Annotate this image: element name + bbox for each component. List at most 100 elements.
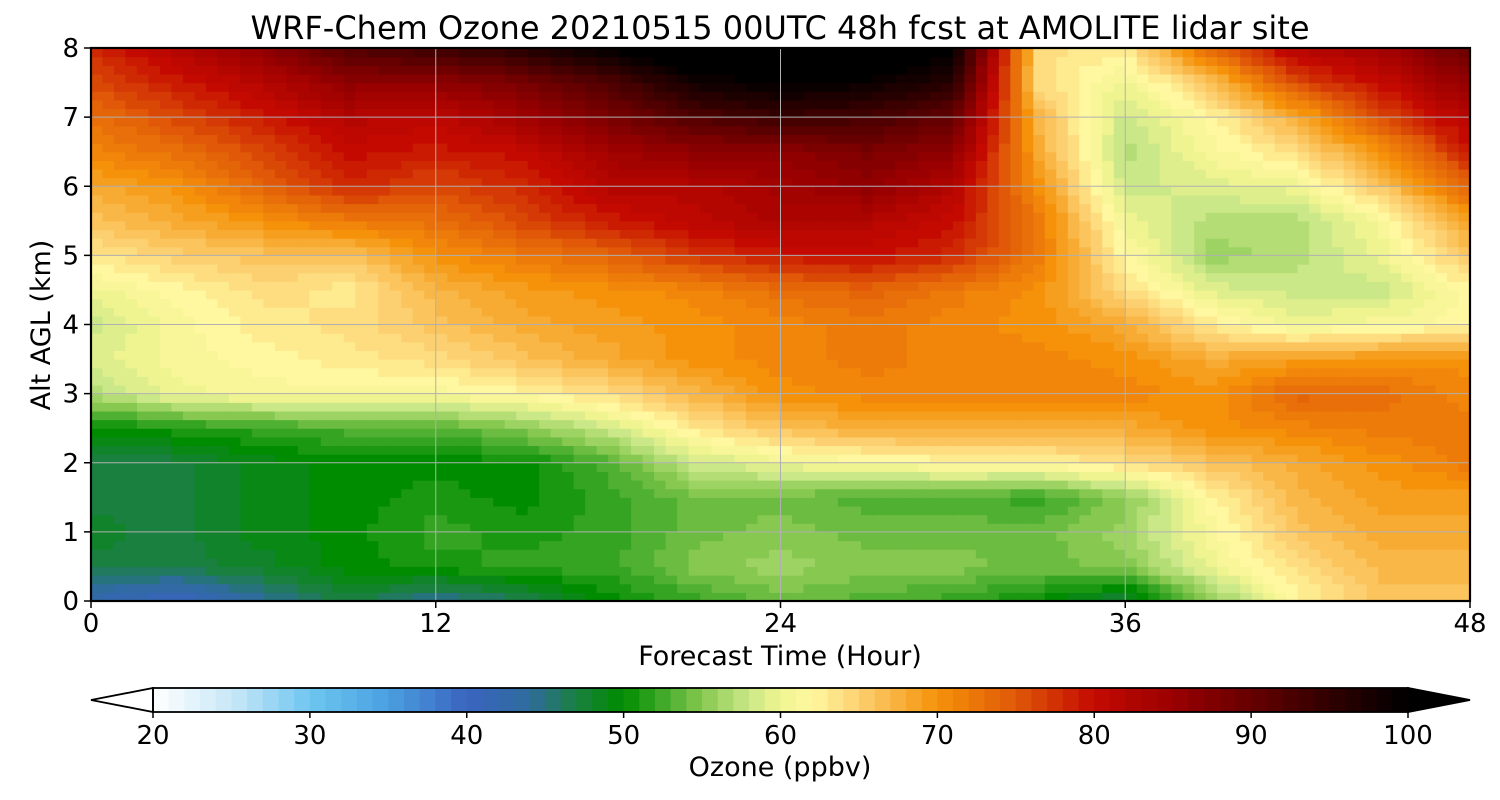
- heatmap-cell: [734, 575, 747, 585]
- heatmap-cell: [1274, 384, 1287, 395]
- heatmap-cell: [837, 376, 851, 386]
- heatmap-cell: [883, 480, 897, 490]
- heatmap-cell: [826, 575, 839, 585]
- heatmap-cell: [1056, 436, 1069, 447]
- heatmap-cell: [297, 428, 310, 438]
- heatmap-cell: [1010, 549, 1023, 559]
- heatmap-cell: [1056, 324, 1069, 334]
- heatmap-cell: [217, 350, 230, 360]
- heatmap-cell: [1125, 393, 1138, 403]
- heatmap-cell: [389, 445, 402, 455]
- heatmap-cell: [527, 419, 540, 429]
- heatmap-cell: [1182, 246, 1195, 256]
- heatmap-cell: [1355, 324, 1368, 334]
- heatmap-cell: [1217, 462, 1230, 472]
- heatmap-cell: [826, 523, 839, 533]
- heatmap-cell: [447, 488, 460, 498]
- heatmap-cell: [435, 566, 448, 576]
- heatmap-cell: [1412, 505, 1425, 516]
- heatmap-cell: [91, 436, 104, 447]
- heatmap-cell: [228, 255, 241, 265]
- heatmap-cell: [757, 367, 770, 377]
- heatmap-cell: [263, 445, 276, 455]
- heatmap-cell: [711, 246, 724, 256]
- heatmap-cell: [102, 367, 115, 377]
- heatmap-cell: [1274, 575, 1287, 585]
- heatmap-cell: [366, 523, 379, 533]
- heatmap-cell: [504, 324, 517, 334]
- heatmap-cell: [619, 497, 632, 507]
- heatmap-cell: [1401, 333, 1414, 343]
- heatmap-cell: [343, 281, 356, 291]
- heatmap-cell: [1228, 531, 1241, 542]
- heatmap-cell: [998, 393, 1011, 403]
- heatmap-cell: [182, 359, 196, 369]
- heatmap-cell: [952, 324, 965, 334]
- heatmap-cell: [1090, 497, 1103, 507]
- heatmap-cell: [642, 436, 655, 447]
- heatmap-cell: [596, 514, 609, 524]
- heatmap-cell: [389, 238, 402, 248]
- heatmap-cell: [228, 428, 241, 438]
- heatmap-cell: [493, 454, 506, 464]
- heatmap-cell: [1148, 497, 1161, 507]
- heatmap-cell: [1010, 264, 1023, 274]
- heatmap-cell: [458, 393, 471, 403]
- heatmap-cell: [906, 514, 919, 524]
- heatmap-cell: [1044, 514, 1057, 524]
- heatmap-cell: [1412, 272, 1425, 282]
- heatmap-cell: [470, 419, 483, 429]
- heatmap-cell: [746, 281, 759, 291]
- heatmap-cell: [539, 238, 552, 248]
- heatmap-cell: [1320, 333, 1333, 343]
- heatmap-cell: [263, 298, 276, 308]
- heatmap-cell: [562, 298, 575, 308]
- heatmap-cell: [872, 497, 885, 507]
- heatmap-cell: [1401, 480, 1414, 490]
- heatmap-cell: [102, 350, 115, 360]
- heatmap-cell: [401, 376, 414, 386]
- heatmap-cell: [470, 264, 483, 274]
- heatmap-cell: [1205, 488, 1218, 498]
- heatmap-cell: [746, 436, 759, 447]
- heatmap-cell: [424, 350, 437, 360]
- heatmap-cell: [837, 359, 851, 369]
- heatmap-cell: [91, 514, 104, 524]
- heatmap-cell: [998, 583, 1011, 593]
- heatmap-cell: [975, 557, 988, 568]
- heatmap-cell: [1435, 480, 1448, 490]
- heatmap-cell: [906, 246, 919, 256]
- heatmap-cell: [527, 540, 540, 550]
- heatmap-cell: [1332, 315, 1345, 326]
- heatmap-cell: [1297, 523, 1310, 533]
- heatmap-cell: [320, 393, 333, 403]
- heatmap-cell: [355, 531, 368, 542]
- heatmap-cell: [780, 410, 793, 421]
- heatmap-cell: [1274, 540, 1287, 550]
- heatmap-cell: [1297, 255, 1310, 265]
- heatmap-cell: [757, 428, 770, 438]
- heatmap-cell: [113, 445, 127, 455]
- heatmap-cell: [148, 324, 161, 334]
- heatmap-cell: [366, 575, 379, 585]
- heatmap-cell: [987, 419, 1000, 429]
- heatmap-cell: [343, 523, 356, 533]
- heatmap-cell: [458, 592, 471, 601]
- heatmap-cell: [723, 341, 736, 352]
- heatmap-cell: [791, 549, 805, 559]
- heatmap-cell: [688, 255, 701, 265]
- heatmap-cell: [1320, 583, 1333, 593]
- heatmap-cell: [125, 531, 138, 542]
- heatmap-cell: [1090, 523, 1103, 533]
- heatmap-cell: [217, 402, 230, 412]
- heatmap-cell: [309, 454, 322, 464]
- heatmap-cell: [159, 350, 173, 360]
- heatmap-cell: [1033, 566, 1046, 576]
- heatmap-cell: [1251, 480, 1264, 490]
- heatmap-cell: [1424, 592, 1437, 601]
- heatmap-cell: [251, 592, 264, 601]
- heatmap-cell: [1182, 497, 1195, 507]
- heatmap-cell: [1125, 298, 1138, 308]
- heatmap-cell: [217, 307, 230, 317]
- heatmap-cell: [1320, 471, 1333, 481]
